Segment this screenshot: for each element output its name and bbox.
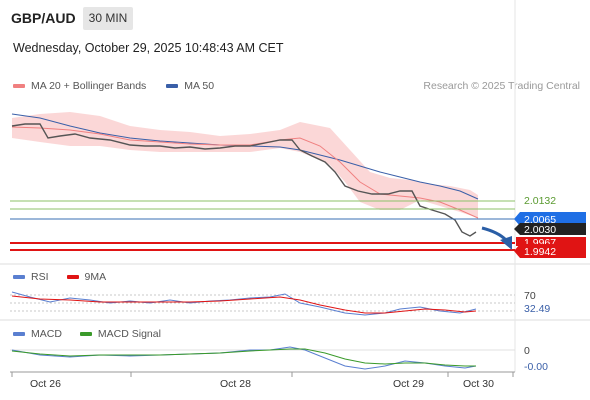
- green-level-text: 2.0132: [524, 195, 556, 207]
- bollinger-band: [12, 112, 478, 218]
- ma20-line: [11, 126, 479, 219]
- x-label-oct28: Oct 28: [220, 378, 251, 390]
- red-bottom-level-text: 1.9942: [524, 246, 556, 258]
- macd-legend: MACD MACD Signal: [13, 328, 161, 340]
- macd-swatch: [13, 332, 25, 336]
- macd-signal-line: [11, 348, 476, 367]
- price-legend: MA 20 + Bollinger Bands MA 50: [13, 80, 214, 92]
- rsi-legend-label: RSI: [31, 271, 49, 283]
- x-label-oct29: Oct 29: [393, 378, 424, 390]
- red-bottom-level-tag: 1.9942: [514, 244, 586, 258]
- ma50-line: [11, 113, 479, 200]
- dark-level-text: 2.0030: [524, 224, 556, 236]
- timeframe-button[interactable]: 30 MIN: [83, 7, 133, 30]
- rsi-current-label: 32.49: [524, 303, 550, 315]
- macd-current-label: -0.00: [524, 361, 548, 373]
- credit-label: Research © 2025 Trading Central: [423, 80, 580, 92]
- ma50-legend-label: MA 50: [184, 80, 215, 92]
- forecast-arrowhead: [500, 236, 512, 250]
- rsi-ma-swatch: [66, 275, 79, 279]
- forecast-arrow: [481, 226, 508, 242]
- dark-level-tag: 2.0030: [514, 223, 586, 236]
- ma20-swatch: [13, 84, 25, 88]
- price-line: [11, 123, 477, 237]
- rsi-70-label: 70: [524, 290, 536, 302]
- rsi-legend: RSI 9MA: [13, 271, 106, 283]
- rsi-swatch: [13, 275, 25, 279]
- datetime-label: Wednesday, October 29, 2025 10:48:43 AM …: [13, 41, 284, 55]
- macd-signal-swatch: [79, 332, 92, 336]
- rsi-line: [11, 291, 477, 316]
- green-level-tag: [518, 193, 588, 207]
- ma50-swatch: [166, 84, 179, 88]
- ma20-legend-label: MA 20 + Bollinger Bands: [31, 80, 147, 92]
- x-label-oct26: Oct 26: [30, 378, 61, 390]
- symbol-title: GBP/AUD: [11, 10, 76, 26]
- rsi-ma-legend-label: 9MA: [84, 271, 107, 283]
- macd-zero-label: 0: [524, 345, 530, 357]
- x-label-oct30: Oct 30: [463, 378, 494, 390]
- rsi-ma-line: [11, 295, 477, 314]
- macd-signal-legend-label: MACD Signal: [97, 328, 161, 340]
- macd-legend-label: MACD: [31, 328, 62, 340]
